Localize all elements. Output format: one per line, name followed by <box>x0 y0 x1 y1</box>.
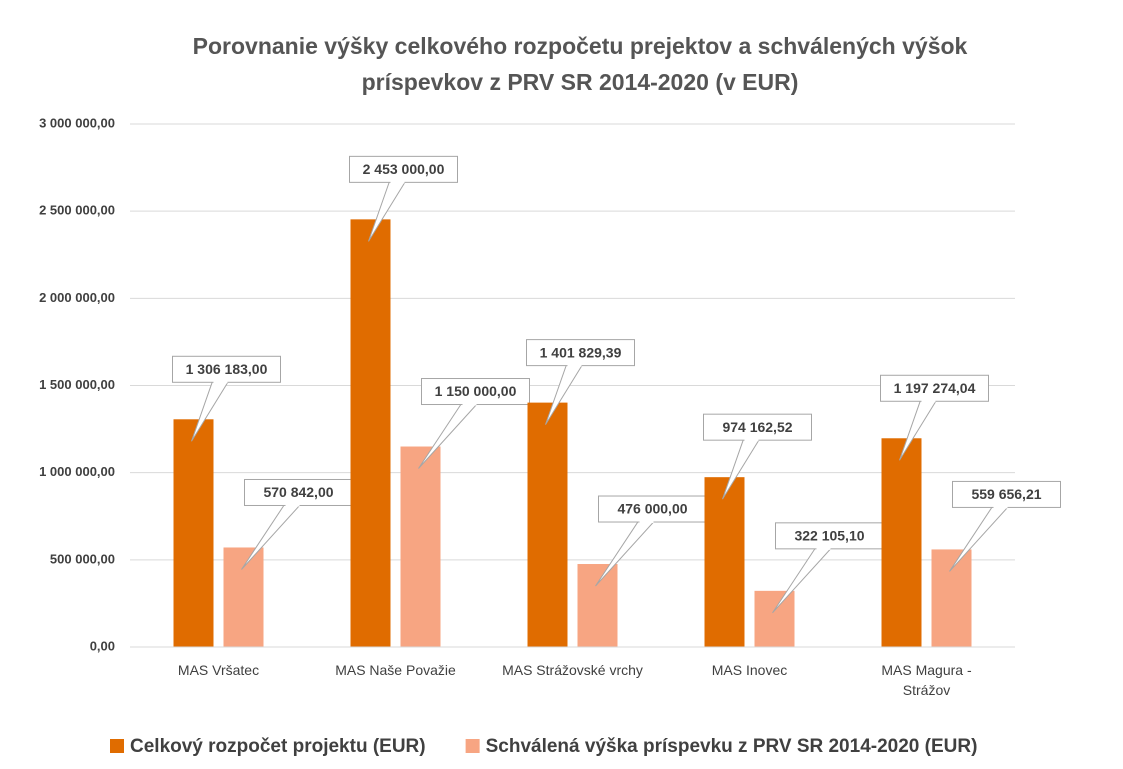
callout-box <box>703 413 812 441</box>
callout-pointer <box>949 505 1010 572</box>
bar <box>754 590 795 647</box>
data-label: 570 842,00 <box>263 484 333 500</box>
callout-box <box>880 374 989 402</box>
y-tick-label: 2 500 000,00 <box>39 203 115 218</box>
bar <box>577 564 618 647</box>
callout-pointer <box>595 520 656 587</box>
callout-cover <box>462 402 477 406</box>
callout-box <box>349 155 458 183</box>
x-tick-label: MAS Inovec <box>711 662 788 678</box>
y-tick-label: 2 000 000,00 <box>39 290 115 305</box>
callout-pointer <box>418 403 479 469</box>
x-tick-label: MAS Naše Považie <box>335 662 456 678</box>
data-label: 974 162,52 <box>722 419 792 435</box>
callout-cover <box>567 363 582 367</box>
bar <box>931 549 972 647</box>
x-tick-label: MAS Magura - Strážov <box>881 662 972 698</box>
y-tick-label: 0,00 <box>90 638 115 653</box>
callout-cover <box>993 505 1008 509</box>
callout-box <box>526 339 635 367</box>
callout-cover <box>744 438 759 442</box>
data-label: 1 150 000,00 <box>435 383 517 399</box>
callout-cover <box>390 180 405 184</box>
data-label: 476 000,00 <box>617 501 687 517</box>
bar <box>223 547 264 647</box>
legend-label: Celkový rozpočet projektu (EUR) <box>130 736 426 757</box>
y-tick-label: 1 000 000,00 <box>39 464 115 479</box>
bar <box>527 402 568 647</box>
data-label: 2 453 000,00 <box>363 161 445 177</box>
bar <box>350 219 391 647</box>
callout-cover <box>921 399 936 403</box>
chart-title: Porovnanie výšky celkového rozpočetu pre… <box>192 33 968 95</box>
callout-box <box>421 378 530 406</box>
legend-label: Schválená výška príspevku z PRV SR 2014-… <box>486 736 978 757</box>
y-tick-label: 500 000,00 <box>50 551 115 566</box>
data-label: 322 105,10 <box>794 528 864 544</box>
data-label: 1 401 829,39 <box>540 344 622 360</box>
data-label: 1 197 274,04 <box>894 380 976 396</box>
callout-cover <box>639 520 654 524</box>
bar <box>881 438 922 647</box>
callout-box <box>172 355 281 383</box>
callout-cover <box>816 546 831 550</box>
data-label: 559 656,21 <box>971 486 1041 502</box>
callout-cover <box>285 503 300 507</box>
bar <box>173 419 214 647</box>
data-label: 1 306 183,00 <box>186 361 268 377</box>
x-tick-label: MAS Strážovské vrchy <box>502 662 643 678</box>
bar <box>400 446 441 647</box>
callout-pointer <box>772 547 833 614</box>
y-tick-label: 1 500 000,00 <box>39 377 115 392</box>
bar <box>704 477 745 647</box>
callout-cover <box>213 380 228 384</box>
legend-swatch <box>465 739 480 753</box>
legend-swatch <box>110 739 124 753</box>
y-tick-label: 3 000 000,00 <box>39 115 115 130</box>
x-tick-label: MAS Vršatec <box>177 662 260 678</box>
